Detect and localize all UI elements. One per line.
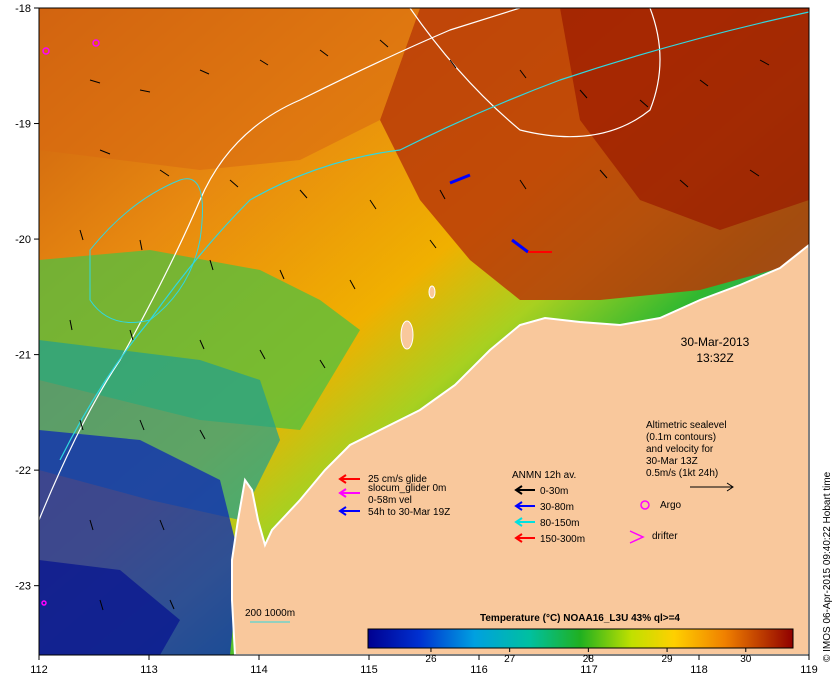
y-tick-label: -20 <box>15 234 31 246</box>
y-tick-label: -18 <box>15 3 31 15</box>
colorbar-tick-label: 30 <box>740 654 752 665</box>
anmn-item-label: 150-300m <box>540 534 585 545</box>
glider-line-3: 0-58m vel <box>368 495 412 506</box>
argo-label: Argo <box>660 500 682 511</box>
glider-arrow-blue-icon <box>338 506 360 516</box>
sst-field <box>39 8 809 655</box>
anmn-item-label: 0-30m <box>540 486 568 497</box>
colorbar-ticks: 26 27 28 29 30 <box>425 648 752 665</box>
altimetry-note: Altimetric sealevel (0.1m contours) and … <box>646 420 734 492</box>
altimetry-line-4: 30-Mar 13Z <box>646 456 698 467</box>
colorbar-tick-label: 28 <box>583 654 595 665</box>
anmn-title: ANMN 12h av. <box>512 470 576 481</box>
x-tick-label: 117 <box>580 664 598 676</box>
anmn-item-label: 80-150m <box>540 518 579 529</box>
y-axis: -18 -19 -20 -21 -22 -23 <box>15 3 39 593</box>
anmn-arrow-cyan-icon <box>514 517 535 527</box>
x-tick-label: 118 <box>690 664 708 676</box>
altimetry-line-5: 0.5m/s (1kt 24h) <box>646 468 718 479</box>
scale-arrow <box>690 482 734 492</box>
x-tick-label: 116 <box>470 664 488 676</box>
x-tick-label: 115 <box>360 664 378 676</box>
glider-line-4: 54h to 30-Mar 19Z <box>368 507 450 518</box>
y-tick-label: -19 <box>15 119 31 131</box>
anmn-legend: ANMN 12h av. 0-30m 30-80m 80-150m 150-30… <box>512 470 585 545</box>
anmn-arrow-blue-icon <box>514 501 535 511</box>
altimetry-line-1: Altimetric sealevel <box>646 420 727 431</box>
glider-line-2: slocum_glider 0m <box>368 483 446 494</box>
date-label: 30-Mar-2013 <box>681 335 750 349</box>
drifter-label: drifter <box>652 531 678 542</box>
y-tick-label: -22 <box>15 465 31 477</box>
anmn-arrow-red-icon <box>514 533 535 543</box>
argo-marker-icon <box>640 500 650 510</box>
colorbar <box>367 628 794 649</box>
altimetry-line-3: and velocity for <box>646 444 714 455</box>
credit-text: © IMOS 06-Apr-2015 09:40:22 Hobart time <box>822 471 833 662</box>
glider-arrow-magenta-icon <box>338 488 360 498</box>
glider-line-1: 25 cm/s glide <box>368 474 427 485</box>
plot-frame <box>38 7 810 656</box>
colorbar-tick-label: 29 <box>662 654 674 665</box>
y-tick-label: -23 <box>15 581 31 593</box>
altimetry-line-2: (0.1m contours) <box>646 432 716 443</box>
colorbar-tick-label: 26 <box>425 654 437 665</box>
x-tick-label: 119 <box>800 664 818 676</box>
colorbar-title: Temperature (°C) NOAA16_L3U 43% ql>=4 <box>480 613 680 624</box>
glider-arrow-red-icon <box>338 474 360 484</box>
colorbar-tick-label: 27 <box>504 654 516 665</box>
x-tick-label: 114 <box>250 664 268 676</box>
y-tick-label: -21 <box>15 350 31 362</box>
glider-legend: 25 cm/s glide slocum_glider 0m 0-58m vel… <box>338 474 450 518</box>
drifter-marker-icon <box>629 530 645 544</box>
bathymetry-legend: 200 1000m <box>245 608 295 619</box>
x-tick-label: 112 <box>30 664 48 676</box>
x-tick-label: 113 <box>140 664 158 676</box>
anmn-arrow-black-icon <box>514 485 535 495</box>
time-label: 13:32Z <box>696 351 733 365</box>
x-axis: 112 113 114 115 116 117 118 119 <box>30 655 818 676</box>
anmn-item-label: 30-80m <box>540 502 574 513</box>
